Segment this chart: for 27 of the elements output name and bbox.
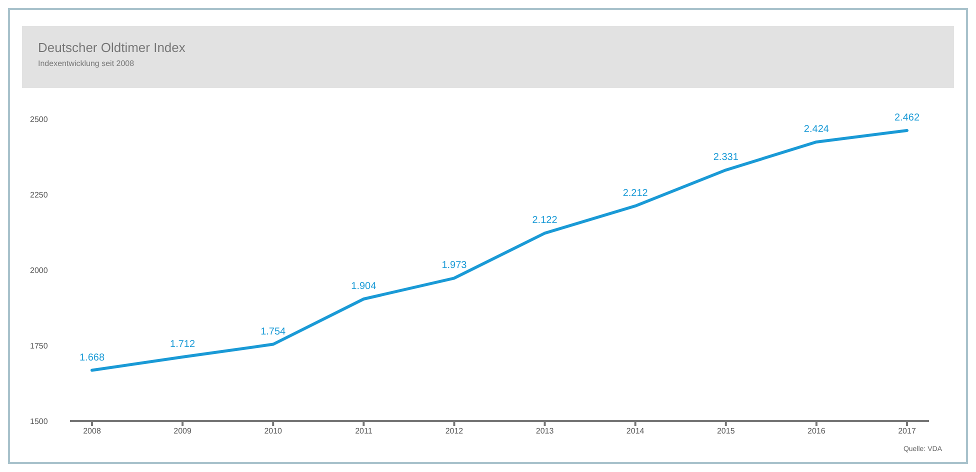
x-tick-label: 2016 <box>808 426 826 436</box>
chart-title: Deutscher Oldtimer Index <box>38 40 186 55</box>
y-tick-label: 2500 <box>30 114 48 124</box>
x-tick-label: 2008 <box>83 426 102 436</box>
y-tick-label: 1750 <box>30 341 48 350</box>
data-label: 1.904 <box>351 280 377 292</box>
x-tick-label: 2013 <box>536 426 554 436</box>
data-label: 1.712 <box>170 338 196 350</box>
data-label: 2.122 <box>532 215 558 226</box>
x-tick-label: 2014 <box>626 426 645 436</box>
data-label: 2.212 <box>622 188 648 199</box>
data-label: 2.331 <box>713 152 739 164</box>
y-tick-label: 1500 <box>30 416 48 426</box>
data-label: 1.973 <box>442 260 468 272</box>
data-label: 2.462 <box>894 112 920 124</box>
x-tick-label: 2009 <box>174 426 192 436</box>
x-tick-label: 2010 <box>264 426 283 436</box>
x-tick-label: 2015 <box>716 426 736 436</box>
data-label: 1.754 <box>260 326 286 338</box>
data-label: 2.424 <box>804 124 830 135</box>
y-tick-label: 2000 <box>30 266 48 275</box>
x-tick-label: 2012 <box>445 426 464 436</box>
y-tick-label: 2250 <box>30 190 48 200</box>
data-label: 1.668 <box>79 352 105 364</box>
x-tick-label: 2017 <box>898 426 916 436</box>
x-tick-label: 2011 <box>355 426 373 436</box>
chart-subtitle: Indexentwicklung seit 2008 <box>38 59 134 68</box>
